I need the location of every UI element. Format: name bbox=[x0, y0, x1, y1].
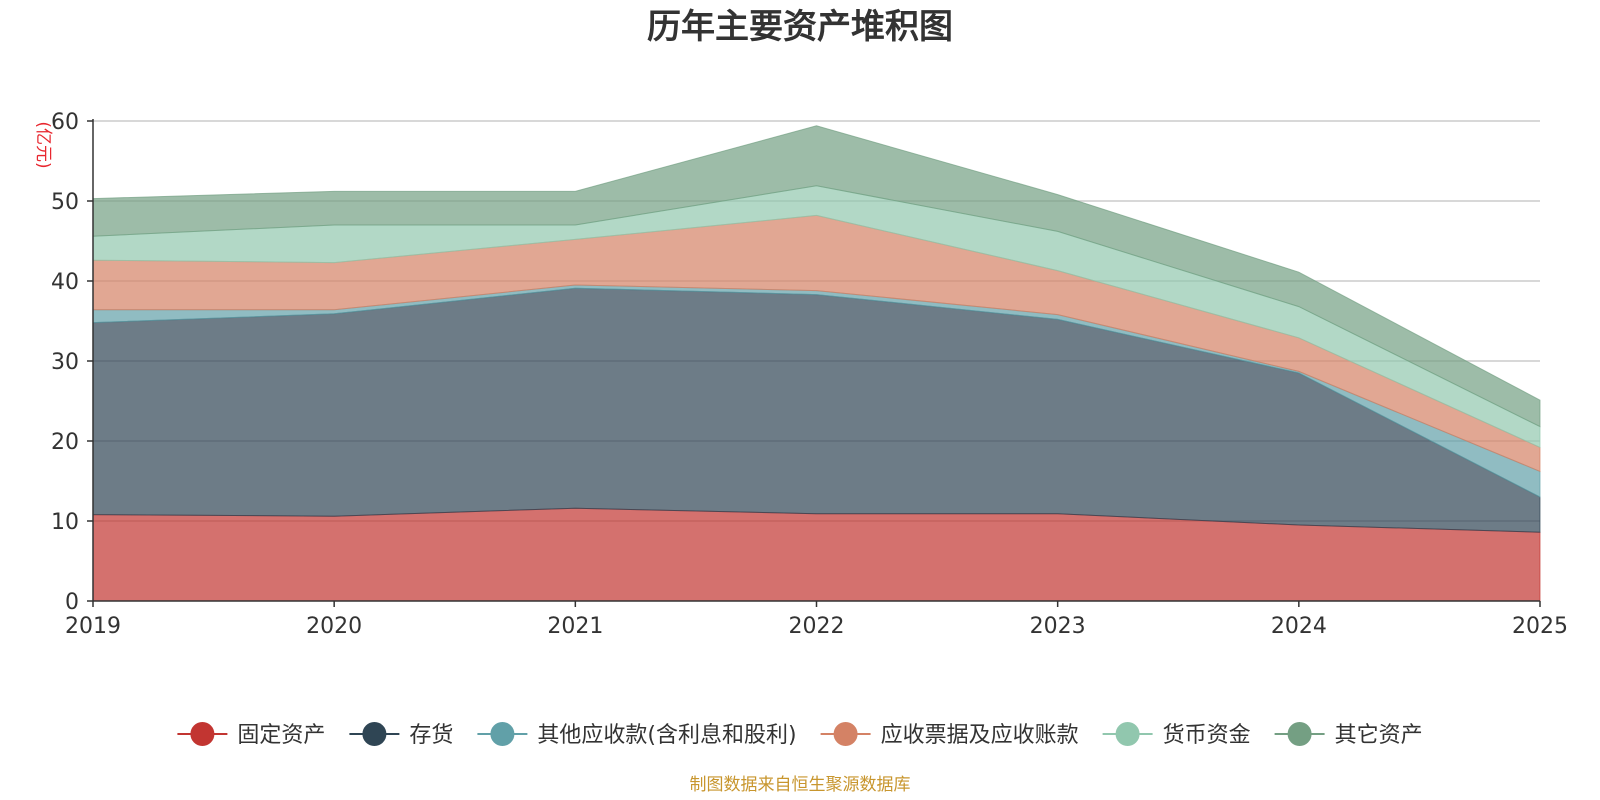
source-note: 制图数据来自恒生聚源数据库 bbox=[690, 775, 911, 795]
legend-item-3[interactable]: 应收票据及应收账款 bbox=[820, 722, 1079, 748]
y-tick-label-30: 30 bbox=[51, 350, 79, 375]
legend-marker-0 bbox=[190, 722, 215, 746]
legend-marker-3 bbox=[833, 722, 858, 746]
legend-label-4: 货币资金 bbox=[1163, 723, 1251, 748]
x-tick-label-2021: 2021 bbox=[547, 614, 603, 639]
y-tick-label-50: 50 bbox=[51, 190, 79, 215]
y-tick-label-40: 40 bbox=[51, 270, 79, 295]
legend-label-2: 其他应收款(含利息和股利) bbox=[537, 723, 796, 748]
x-tick-label-2025: 2025 bbox=[1512, 614, 1568, 639]
legend-item-4[interactable]: 货币资金 bbox=[1102, 722, 1251, 748]
y-tick-label-60: 60 bbox=[51, 110, 79, 135]
legend-item-0[interactable]: 固定资产 bbox=[177, 722, 325, 748]
legend-label-1: 存货 bbox=[409, 723, 453, 748]
legend-marker-2 bbox=[490, 722, 515, 746]
legend-label-5: 其它资产 bbox=[1335, 723, 1423, 748]
y-tick-label-20: 20 bbox=[51, 430, 79, 455]
legend-label-0: 固定资产 bbox=[237, 723, 325, 748]
x-tick-label-2020: 2020 bbox=[306, 614, 362, 639]
legend-item-5[interactable]: 其它资产 bbox=[1274, 722, 1423, 748]
x-tick-label-2022: 2022 bbox=[789, 614, 845, 639]
legend-marker-5 bbox=[1287, 722, 1312, 746]
axes: 0 10 20 30 40 50 60 2019 2020 2021 2022 2023 2024 202… bbox=[51, 110, 1568, 639]
legend-marker-4 bbox=[1115, 722, 1140, 746]
y-axis-unit-label: (亿元) bbox=[33, 121, 53, 168]
area-series bbox=[92, 125, 1541, 602]
y-tick-label-0: 0 bbox=[65, 590, 79, 615]
y-tick-label-10: 10 bbox=[51, 510, 79, 535]
legend-marker-1 bbox=[362, 722, 387, 746]
legend-label-3: 应收票据及应收账款 bbox=[881, 723, 1079, 748]
legend-item-1[interactable]: 存货 bbox=[349, 722, 453, 748]
x-tick-label-2023: 2023 bbox=[1030, 614, 1086, 639]
x-tick-label-2024: 2024 bbox=[1271, 614, 1327, 639]
area-series-5 bbox=[92, 125, 1541, 428]
chart-title: 历年主要资产堆积图 bbox=[647, 7, 953, 47]
legend-item-2[interactable]: 其他应收款(含利息和股利) bbox=[477, 722, 797, 748]
x-tick-label-2019: 2019 bbox=[65, 614, 121, 639]
legend: 固定资产 存货 其他应收款(含利息和股利) 应收票据及应收账款 货币资金 其它资产 bbox=[177, 722, 1423, 748]
